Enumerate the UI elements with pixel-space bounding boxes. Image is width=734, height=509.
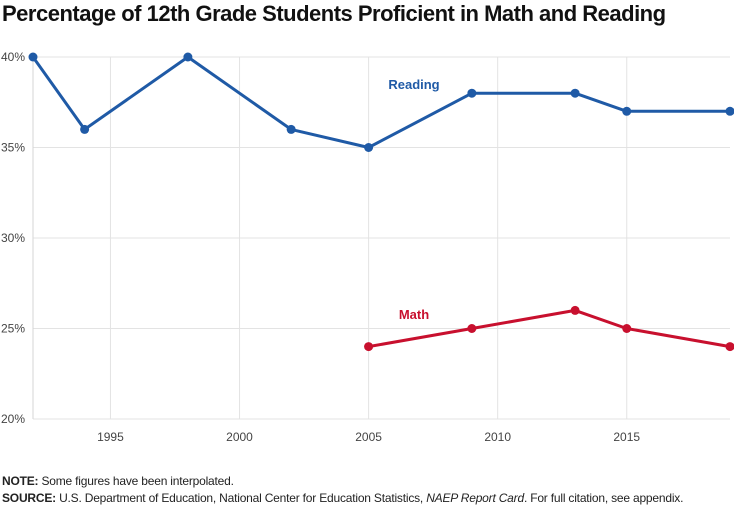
y-tick-label: 25% <box>1 322 25 336</box>
source-label: SOURCE: <box>2 491 56 505</box>
y-tick-label: 40% <box>1 50 25 64</box>
x-tick-label: 2015 <box>613 430 640 444</box>
source-line: SOURCE: U.S. Department of Education, Na… <box>2 490 683 507</box>
note-label: NOTE: <box>2 474 39 488</box>
data-point-reading <box>570 88 580 98</box>
data-point-reading <box>364 143 374 152</box>
data-point-math <box>570 305 580 315</box>
data-point-reading <box>622 106 632 116</box>
note-text: Some figures have been interpolated. <box>38 474 234 488</box>
x-tick-label: 2000 <box>226 430 253 444</box>
x-tick-label: 2005 <box>355 430 382 444</box>
y-tick-label: 30% <box>1 231 25 245</box>
source-text: U.S. Department of Education, National C… <box>55 491 427 505</box>
source-text-end: . For full citation, see appendix. <box>523 491 684 505</box>
data-point-math <box>364 342 374 352</box>
note-line: NOTE: Some figures have been interpolate… <box>2 473 683 490</box>
source-publication: NAEP Report Card <box>426 491 524 505</box>
data-point-reading <box>80 124 90 134</box>
x-tick-label: 2010 <box>484 430 511 444</box>
data-point-reading <box>28 52 38 62</box>
x-tick-label: 1995 <box>97 430 124 444</box>
chart-footer: NOTE: Some figures have been interpolate… <box>2 473 683 507</box>
y-tick-label: 35% <box>1 141 25 155</box>
grid-layer <box>33 56 730 420</box>
data-point-reading <box>286 124 296 134</box>
y-tick-label: 20% <box>1 412 25 426</box>
data-point-reading <box>725 106 734 116</box>
series-layer <box>28 52 734 352</box>
label-layer: Reading Math <box>388 77 439 322</box>
data-point-math <box>467 324 477 333</box>
series-label-math: Math <box>399 307 429 322</box>
data-point-reading <box>467 88 477 98</box>
series-line-reading <box>31 55 732 149</box>
axis-layer: 20% 25% 30% 35% 40% 1995 2000 2005 2010 2015 <box>1 50 640 444</box>
line-chart: 20% 25% 30% 35% 40% 1995 2000 2005 2010 2015 Read… <box>1 50 734 444</box>
data-point-reading <box>183 52 193 62</box>
data-point-math <box>622 324 632 333</box>
series-label-reading: Reading <box>388 77 439 92</box>
data-point-math <box>725 342 734 352</box>
chart-title: Percentage of 12th Grade Students Profic… <box>2 1 666 26</box>
